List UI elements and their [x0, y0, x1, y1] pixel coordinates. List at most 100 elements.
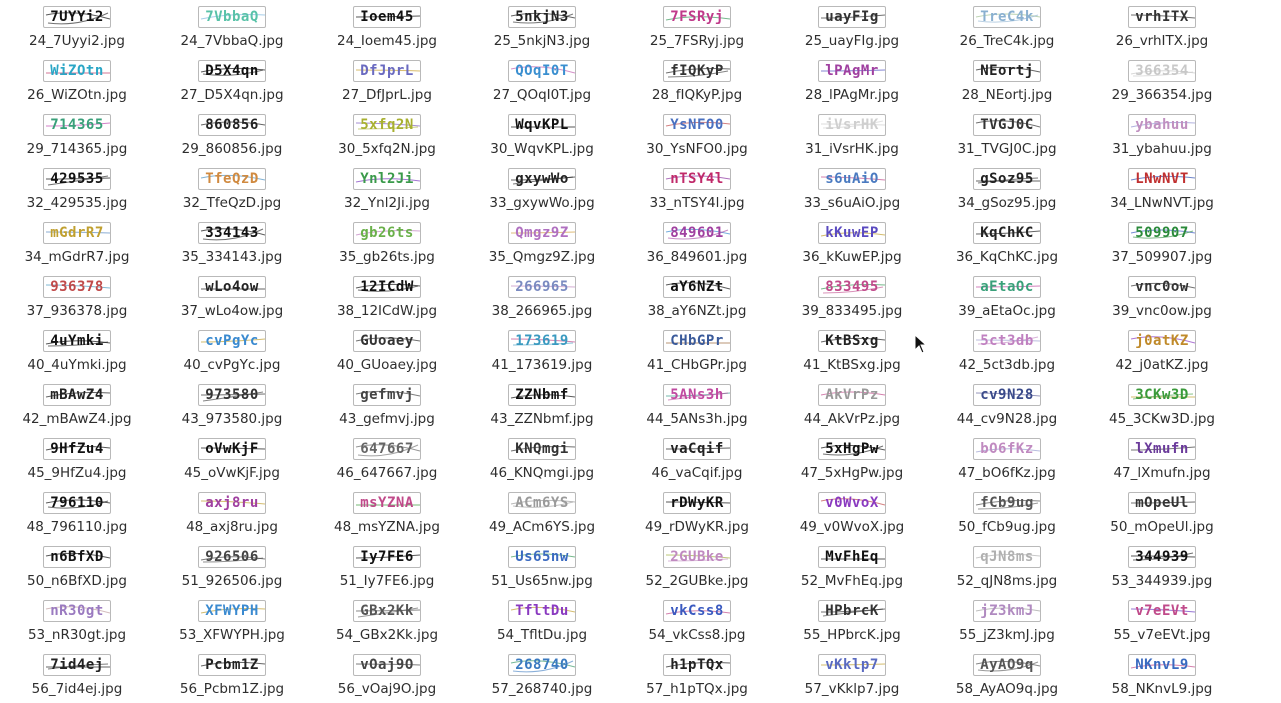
file-name[interactable]: 25_5nkjN3.jpg: [493, 33, 591, 49]
captcha-thumbnail[interactable]: iVsrHK: [818, 114, 886, 136]
captcha-thumbnail[interactable]: TfltDu: [508, 600, 576, 622]
file-tile[interactable]: 366354 29_366354.jpg: [1085, 54, 1239, 108]
captcha-thumbnail[interactable]: mBAwZ4: [43, 384, 111, 406]
captcha-thumbnail[interactable]: 647667: [353, 438, 421, 460]
file-tile[interactable]: KqChKC 36_KqChKC.jpg: [930, 216, 1084, 270]
file-tile[interactable]: jZ3kmJ 55_jZ3kmJ.jpg: [930, 594, 1084, 648]
captcha-thumbnail[interactable]: ybahuu: [1128, 114, 1196, 136]
file-tile[interactable]: fIQKyP 28_fIQKyP.jpg: [620, 54, 774, 108]
file-name[interactable]: 25_uayFIg.jpg: [804, 33, 900, 49]
captcha-thumbnail[interactable]: 5nkjN3: [508, 6, 576, 28]
captcha-thumbnail[interactable]: 926506: [198, 546, 266, 568]
file-name[interactable]: 24_7VbbaQ.jpg: [180, 33, 284, 49]
captcha-thumbnail[interactable]: lXmufn: [1128, 438, 1196, 460]
file-tile[interactable]: bO6fKz 47_bO6fKz.jpg: [930, 432, 1084, 486]
captcha-thumbnail[interactable]: jZ3kmJ: [973, 600, 1041, 622]
captcha-thumbnail[interactable]: mOpeUl: [1128, 492, 1196, 514]
file-name[interactable]: 33_nTSY4l.jpg: [649, 195, 745, 211]
file-tile[interactable]: 3CKw3D 45_3CKw3D.jpg: [1085, 378, 1239, 432]
file-tile[interactable]: 268740 57_268740.jpg: [465, 648, 619, 702]
file-name[interactable]: 45_9HfZu4.jpg: [27, 465, 127, 481]
file-tile[interactable]: TfeQzD 32_TfeQzD.jpg: [155, 162, 309, 216]
captcha-thumbnail[interactable]: qJN8ms: [973, 546, 1041, 568]
file-name[interactable]: 49_rDWyKR.jpg: [645, 519, 749, 535]
file-tile[interactable]: YsNFO0 30_YsNFO0.jpg: [620, 108, 774, 162]
file-name[interactable]: 35_334143.jpg: [181, 249, 283, 265]
captcha-thumbnail[interactable]: 7VbbaQ: [198, 6, 266, 28]
captcha-thumbnail[interactable]: 7FSRyj: [663, 6, 731, 28]
file-tile[interactable]: MvFhEq 52_MvFhEq.jpg: [775, 540, 929, 594]
captcha-thumbnail[interactable]: AyAO9q: [973, 654, 1041, 676]
file-name[interactable]: 27_D5X4qn.jpg: [180, 87, 284, 103]
captcha-thumbnail[interactable]: wLo4ow: [198, 276, 266, 298]
file-tile[interactable]: vnc0ow 39_vnc0ow.jpg: [1085, 270, 1239, 324]
file-name[interactable]: 34_LNwNVT.jpg: [1110, 195, 1214, 211]
file-name[interactable]: 31_iVsrHK.jpg: [805, 141, 899, 157]
captcha-thumbnail[interactable]: 2GUBke: [663, 546, 731, 568]
captcha-thumbnail[interactable]: NKnvL9: [1128, 654, 1196, 676]
file-name[interactable]: 52_MvFhEq.jpg: [800, 573, 904, 589]
captcha-thumbnail[interactable]: aY6NZt: [663, 276, 731, 298]
captcha-thumbnail[interactable]: 7id4ej: [43, 654, 111, 676]
file-name[interactable]: 58_AyAO9q.jpg: [955, 681, 1059, 697]
file-name[interactable]: 25_7FSRyj.jpg: [649, 33, 745, 49]
file-tile[interactable]: D5X4qn 27_D5X4qn.jpg: [155, 54, 309, 108]
file-name[interactable]: 50_fCb9ug.jpg: [958, 519, 1056, 535]
file-name[interactable]: 30_WqvKPL.jpg: [490, 141, 594, 157]
file-tile[interactable]: ACm6YS 49_ACm6YS.jpg: [465, 486, 619, 540]
file-name[interactable]: 24_7Uyyi2.jpg: [29, 33, 125, 49]
captcha-thumbnail[interactable]: gxywWo: [508, 168, 576, 190]
captcha-thumbnail[interactable]: vaCqif: [663, 438, 731, 460]
file-tile[interactable]: 714365 29_714365.jpg: [0, 108, 154, 162]
captcha-thumbnail[interactable]: TreC4k: [973, 6, 1041, 28]
file-name[interactable]: 47_lXmufn.jpg: [1113, 465, 1211, 481]
file-tile[interactable]: aEtaOc 39_aEtaOc.jpg: [930, 270, 1084, 324]
file-tile[interactable]: vkCss8 54_vkCss8.jpg: [620, 594, 774, 648]
file-tile[interactable]: 4uYmki 40_4uYmki.jpg: [0, 324, 154, 378]
file-tile[interactable]: NKnvL9 58_NKnvL9.jpg: [1085, 648, 1239, 702]
captcha-thumbnail[interactable]: D5X4qn: [198, 60, 266, 82]
file-name[interactable]: 39_833495.jpg: [801, 303, 903, 319]
captcha-thumbnail[interactable]: oVwKjF: [198, 438, 266, 460]
file-tile[interactable]: NEortj 28_NEortj.jpg: [930, 54, 1084, 108]
file-name[interactable]: 34_mGdrR7.jpg: [24, 249, 130, 265]
captcha-thumbnail[interactable]: ACm6YS: [508, 492, 576, 514]
file-name[interactable]: 30_YsNFO0.jpg: [646, 141, 748, 157]
file-tile[interactable]: 266965 38_266965.jpg: [465, 270, 619, 324]
file-name[interactable]: 55_HPbrcK.jpg: [803, 627, 901, 643]
captcha-thumbnail[interactable]: QOqI0T: [508, 60, 576, 82]
captcha-thumbnail[interactable]: fCb9ug: [973, 492, 1041, 514]
file-tile[interactable]: wLo4ow 37_wLo4ow.jpg: [155, 270, 309, 324]
file-name[interactable]: 43_gefmvj.jpg: [339, 411, 435, 427]
captcha-thumbnail[interactable]: YsNFO0: [663, 114, 731, 136]
file-name[interactable]: 41_KtBSxg.jpg: [803, 357, 901, 373]
file-name[interactable]: 40_GUoaey.jpg: [336, 357, 438, 373]
file-tile[interactable]: WqvKPL 30_WqvKPL.jpg: [465, 108, 619, 162]
captcha-thumbnail[interactable]: mGdrR7: [43, 222, 111, 244]
captcha-thumbnail[interactable]: 5ct3db: [973, 330, 1041, 352]
file-name[interactable]: 49_v0WvoX.jpg: [799, 519, 905, 535]
captcha-thumbnail[interactable]: vnc0ow: [1128, 276, 1196, 298]
file-name[interactable]: 35_gb26ts.jpg: [339, 249, 435, 265]
file-tile[interactable]: GBx2Kk 54_GBx2Kk.jpg: [310, 594, 464, 648]
file-tile[interactable]: Us65nw 51_Us65nw.jpg: [465, 540, 619, 594]
file-tile[interactable]: iVsrHK 31_iVsrHK.jpg: [775, 108, 929, 162]
file-tile[interactable]: KNQmgi 46_KNQmgi.jpg: [465, 432, 619, 486]
file-name[interactable]: 53_nR30gt.jpg: [27, 627, 127, 643]
captcha-thumbnail[interactable]: 334143: [198, 222, 266, 244]
file-name[interactable]: 33_gxywWo.jpg: [489, 195, 595, 211]
captcha-thumbnail[interactable]: KtBSxg: [818, 330, 886, 352]
captcha-thumbnail[interactable]: 796110: [43, 492, 111, 514]
captcha-thumbnail[interactable]: Us65nw: [508, 546, 576, 568]
file-name[interactable]: 36_849601.jpg: [646, 249, 748, 265]
captcha-thumbnail[interactable]: LNwNVT: [1128, 168, 1196, 190]
file-tile[interactable]: ybahuu 31_ybahuu.jpg: [1085, 108, 1239, 162]
file-tile[interactable]: CHbGPr 41_CHbGPr.jpg: [620, 324, 774, 378]
captcha-thumbnail[interactable]: 5xfq2N: [353, 114, 421, 136]
file-name[interactable]: 42_5ct3db.jpg: [958, 357, 1056, 373]
file-name[interactable]: 31_TVGJ0C.jpg: [957, 141, 1057, 157]
file-name[interactable]: 42_mBAwZ4.jpg: [22, 411, 132, 427]
captcha-thumbnail[interactable]: HPbrcK: [818, 600, 886, 622]
captcha-thumbnail[interactable]: vkCss8: [663, 600, 731, 622]
captcha-thumbnail[interactable]: 7UYYi2: [43, 6, 111, 28]
